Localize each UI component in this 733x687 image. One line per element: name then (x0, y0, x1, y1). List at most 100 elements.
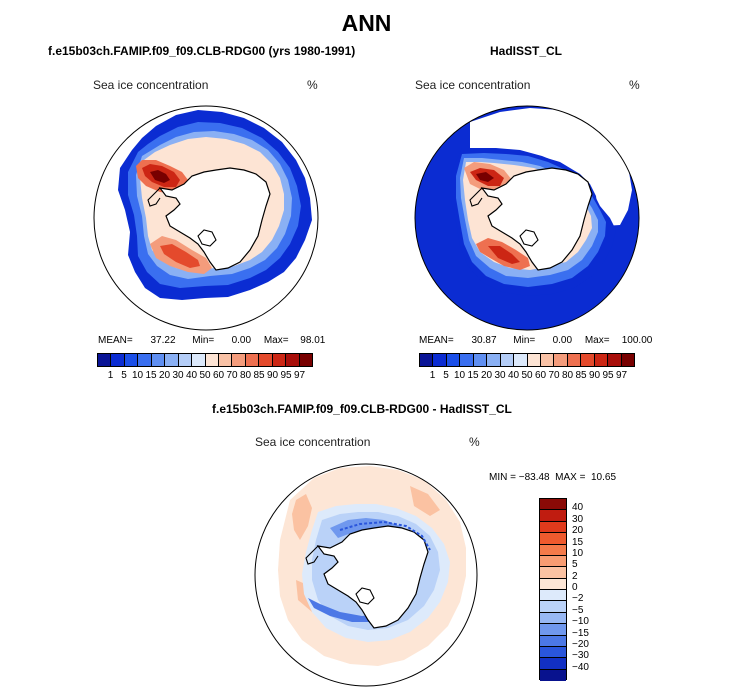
panel2-title: HadISST_CL (490, 44, 563, 58)
panel3-colorbar-swatch (540, 658, 566, 670)
panel1-colorbar-swatch (192, 354, 206, 366)
panel2-colorbar-tick-label: 30 (494, 370, 506, 381)
panel2-colorbar-tick-label: 40 (507, 370, 520, 381)
panel1-colorbar-swatch (111, 354, 125, 366)
panel3-colorbar-swatch (540, 624, 566, 636)
panel2-mean-label: MEAN= (419, 335, 454, 346)
panel3-colorbar-swatch (540, 567, 566, 579)
panel2-colorbar-tick-label: 1 (429, 370, 436, 381)
panel1-colorbar-swatch (151, 354, 166, 366)
panel2-min-value: 0.00 (552, 335, 573, 346)
panel2-colorbar-swatch (581, 354, 595, 366)
panel2-colorbar-tick-label: 85 (575, 370, 587, 381)
panel1-colorbar-swatch (124, 354, 139, 366)
panel2-colorbar-tick-label: 20 (480, 370, 493, 381)
panel1-ross-sea-ice (150, 236, 212, 274)
panel1-min-value: 0.00 (231, 335, 252, 346)
panel2-colorbar-swatch (608, 354, 622, 366)
panel1-units-label: % (307, 78, 318, 92)
panel3-colorbar-tick-label: 30 (572, 513, 584, 525)
panel2-colorbar-tick-label: 60 (534, 370, 547, 381)
panel3-units-label: % (469, 435, 480, 449)
panel3-colorbar-tick-label: 40 (572, 502, 584, 514)
panel3-title: f.e15b03ch.FAMIP.f09_f09.CLB-RDG00 - Had… (212, 402, 512, 416)
panel2-min-label: Min= (513, 335, 536, 346)
panel2-colorbar-swatch (446, 354, 461, 366)
panel2-mean-value: 30.87 (471, 335, 497, 346)
panel3-colorbar-swatch (540, 521, 566, 534)
panel1-max-value: 98.01 (300, 335, 326, 346)
panel2-colorbar-tick-label: 15 (467, 370, 479, 381)
panel3-colorbar-tick-label: 2 (572, 570, 578, 582)
panel1-colorbar-tick-label: 5 (121, 370, 127, 381)
panel1-ice-outer-edge (118, 110, 312, 300)
panel3-colorbar-tick-label: 20 (572, 525, 584, 537)
panel2-colorbar-tick-label: 97 (615, 370, 628, 381)
panel1-colorbar-swatch (138, 354, 152, 366)
panel2-colorbar-tick-label: 50 (521, 370, 533, 381)
panel1-colorbar-tick-label: 10 (131, 370, 144, 381)
panel2-colorbar-tick-label: 80 (561, 370, 574, 381)
panel3-colorbar-tick-label: −40 (572, 661, 589, 673)
panel2-colorbar-swatch (567, 354, 582, 366)
panel1-colorbar-tick-label: 80 (239, 370, 252, 381)
panel3-colorbar-swatch (540, 533, 566, 545)
panel3-colorbar-tick-label: −30 (572, 650, 589, 662)
panel3-colorbar-swatch (540, 635, 566, 647)
panel3-colorbar-tick-label: 5 (572, 559, 578, 571)
panel1-colorbar-swatch (178, 354, 193, 366)
panel2-max-label: Max= (584, 335, 610, 346)
panel1-colorbar-swatch (299, 354, 312, 366)
panel1-colorbar-swatch (259, 354, 273, 366)
panel2-colorbar-ticks: 1 5 10 15 20 30 40 50 60 70 80 85 90 95 97 (419, 370, 635, 382)
panel2-colorbar (419, 353, 635, 367)
panel1-colorbar-tick-label: 90 (266, 370, 279, 381)
panel1-colorbar-tick-label: 30 (172, 370, 184, 381)
panel1-colorbar-tick-label: 50 (199, 370, 211, 381)
panel2-colorbar-swatch (500, 354, 515, 366)
panel1-colorbar-swatch (165, 354, 179, 366)
panel3-colorbar-tick-label: −10 (572, 616, 589, 628)
panel2-colorbar-swatch (527, 354, 541, 366)
panel2-max-value: 100.00 (621, 335, 653, 346)
panel1-mean-value: 37.22 (150, 335, 176, 346)
panel1-colorbar-swatch (98, 354, 112, 366)
panel2-variable-label: Sea ice concentration (415, 78, 531, 92)
panel2-colorbar-swatch (514, 354, 528, 366)
panel1-colorbar-tick-label: 60 (212, 370, 225, 381)
panel2-colorbar-swatch (554, 354, 568, 366)
panel1-colorbar-tick-label: 85 (253, 370, 265, 381)
panel1-colorbar (97, 353, 313, 367)
panel2-stats: MEAN= 30.87 Min= 0.00 Max= 100.00 (419, 335, 652, 346)
panel1-colorbar-tick-label: 1 (107, 370, 114, 381)
panel1-colorbar-swatch (272, 354, 287, 366)
panel1-colorbar-tick-label: 97 (293, 370, 306, 381)
panel3-colorbar-swatch (540, 510, 566, 522)
panel2-colorbar-tick-label: 70 (548, 370, 560, 381)
panel3-colorbar-swatch (540, 555, 566, 568)
panel2-colorbar-tick-label: 95 (602, 370, 614, 381)
panel1-variable-label: Sea ice concentration (93, 78, 209, 92)
panel1-colorbar-swatch (205, 354, 219, 366)
panel3-colorbar-tick-label: −20 (572, 638, 589, 650)
panel2-colorbar-swatch (540, 354, 555, 366)
panel3-colorbar-ticks: 40 30 20 15 10 5 2 0 −2 −5 −10 −15 −20 −30 −40 (572, 498, 612, 680)
panel1-weddell-sea-ice (136, 160, 188, 194)
panel2-colorbar-swatch (433, 354, 447, 366)
panel2-colorbar-swatch (460, 354, 474, 366)
panel1-colorbar-ticks: 1 5 10 15 20 30 40 50 60 70 80 85 90 95 97 (97, 370, 313, 382)
panel2-colorbar-tick-label: 90 (588, 370, 601, 381)
panel1-title: f.e15b03ch.FAMIP.f09_f09.CLB-RDG00 (yrs … (48, 44, 356, 58)
panel3-antarctica (316, 525, 429, 629)
panel1-colorbar-swatch (245, 354, 260, 366)
panel2-colorbar-tick-label: 5 (443, 370, 449, 381)
panel2-colorbar-tick-label: 10 (453, 370, 466, 381)
panel3-colorbar-swatch (540, 499, 566, 511)
panel3-colorbar (539, 498, 567, 681)
panel3-colorbar-tick-label: −2 (572, 593, 584, 605)
panel3-colorbar-tick-label: −5 (572, 604, 584, 616)
panel1-colorbar-swatch (232, 354, 246, 366)
panel2-colorbar-swatch (487, 354, 501, 366)
panel3-colorbar-swatch (540, 590, 566, 602)
panel1-colorbar-tick-label: 70 (226, 370, 238, 381)
